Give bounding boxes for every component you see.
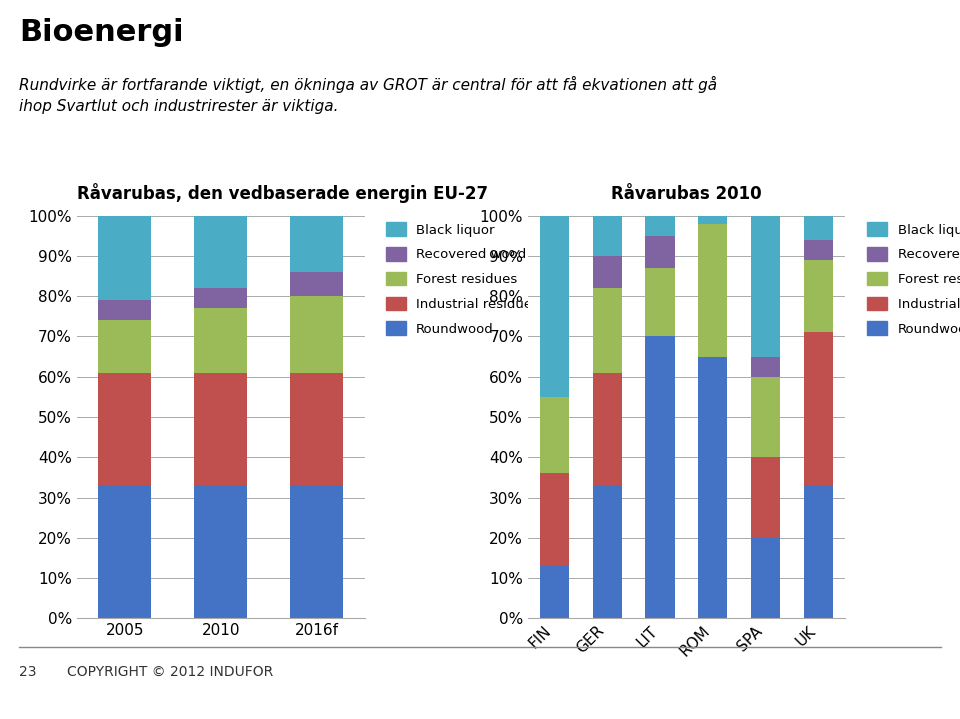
Text: Rundvirke är fortfarande viktigt, en ökninga av GROT är central för att få ekvat: Rundvirke är fortfarande viktigt, en ökn… [19,75,717,114]
Bar [592,372,622,485]
Bar [291,296,344,372]
Bar [194,485,248,618]
Bar [592,288,622,372]
Bar [540,566,569,618]
Bar [592,485,622,618]
Bar [645,268,675,336]
Bar [804,485,833,618]
Bar [645,236,675,268]
Bar [194,372,248,485]
Bar [540,216,569,397]
Bar [645,216,675,236]
Legend: Black liquor, Recovered wood, Forest residues, Industrial residues, Roundwood: Black liquor, Recovered wood, Forest res… [867,222,960,336]
Legend: Black liquor, Recovered wood, Forest residues, Industrial residues, Roundwood: Black liquor, Recovered wood, Forest res… [386,222,540,336]
Text: 23: 23 [19,665,36,679]
Bar [98,485,151,618]
Bar [98,216,151,301]
Bar [804,216,833,240]
Bar [751,538,780,618]
Text: Bioenergi: Bioenergi [19,18,183,47]
Bar [98,372,151,485]
Bar [698,357,728,618]
Title: Råvarubas 2010: Råvarubas 2010 [612,185,761,203]
Bar [751,457,780,538]
Bar [291,485,344,618]
Bar [194,288,248,308]
Bar [194,308,248,372]
Bar [592,256,622,288]
Bar [291,372,344,485]
Bar [592,216,622,256]
Bar [804,260,833,332]
Bar [98,301,151,321]
Bar [291,216,344,272]
Text: Råvarubas, den vedbaserade energin EU-27: Råvarubas, den vedbaserade energin EU-27 [77,183,488,203]
Bar [291,272,344,296]
Bar [751,216,780,357]
Bar [645,336,675,618]
Bar [194,216,248,288]
Bar [804,332,833,485]
Bar [751,357,780,377]
Bar [751,377,780,457]
Bar [540,397,569,473]
Text: COPYRIGHT © 2012 INDUFOR: COPYRIGHT © 2012 INDUFOR [67,665,274,679]
Bar [698,224,728,357]
Bar [98,321,151,372]
Bar [804,240,833,260]
Bar [540,473,569,566]
Bar [698,216,728,224]
